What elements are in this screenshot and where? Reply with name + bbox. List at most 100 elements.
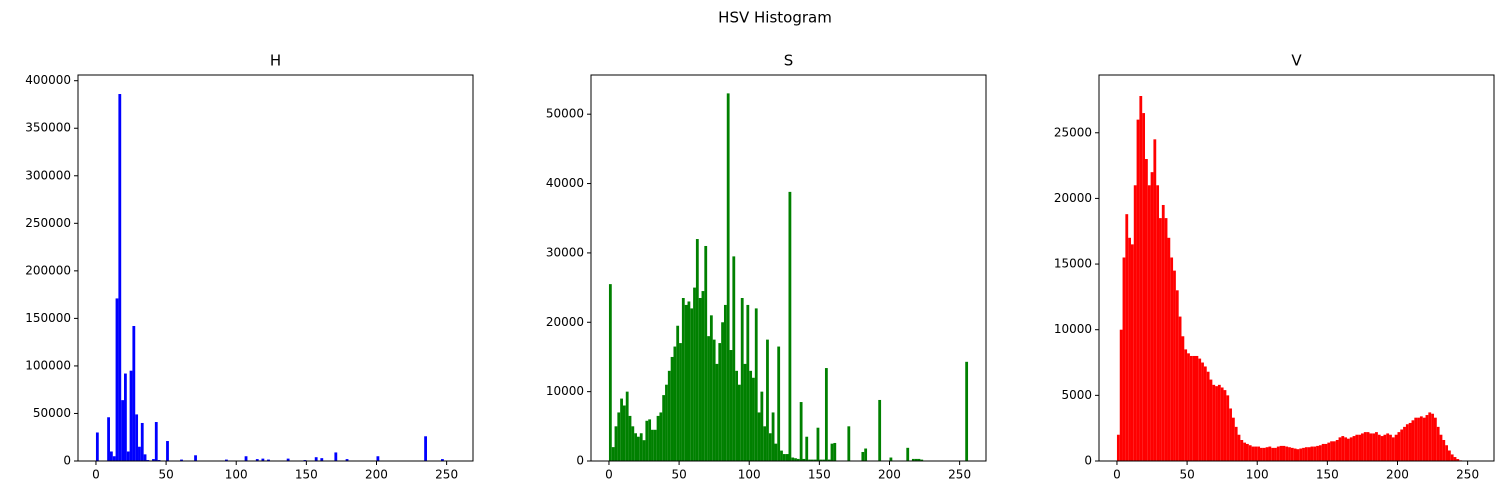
bar <box>1304 447 1308 461</box>
y-tick-label: 20000 <box>1054 191 1092 205</box>
bar <box>286 458 290 461</box>
bar <box>726 93 730 461</box>
axes-frame <box>590 74 987 462</box>
bar <box>763 426 767 461</box>
bar <box>118 94 122 462</box>
bar <box>704 245 708 461</box>
bar <box>816 427 820 461</box>
bar <box>115 298 119 461</box>
x-tick-label: 200 <box>365 468 388 482</box>
bar <box>676 325 680 461</box>
bar <box>721 322 724 461</box>
bar <box>777 346 781 461</box>
bar <box>822 459 825 461</box>
bar <box>95 432 99 461</box>
x-tick-label: 250 <box>435 468 458 482</box>
bar <box>121 400 125 461</box>
bar <box>1361 433 1364 461</box>
bar <box>1425 415 1429 461</box>
bar <box>1175 290 1179 461</box>
y-tick-label: 200000 <box>25 263 71 277</box>
bar <box>723 304 727 461</box>
bar <box>180 459 183 461</box>
subplot: V 0 50 100 150 200 250 0 5000 10000 15000 20000 2500… <box>1054 52 1495 482</box>
x-tick-label: 150 <box>808 468 831 482</box>
bar <box>878 399 882 461</box>
bar <box>1332 441 1336 461</box>
bar <box>1349 437 1353 461</box>
bar <box>124 373 127 461</box>
bar <box>143 454 147 461</box>
bar <box>906 447 910 461</box>
bar <box>1386 433 1390 461</box>
bar <box>718 343 722 461</box>
bar <box>140 422 144 461</box>
x-tick-label: 200 <box>1386 468 1409 482</box>
bar <box>107 417 110 461</box>
bar <box>1417 417 1420 461</box>
x-tick-label: 100 <box>738 468 761 482</box>
bar <box>1139 96 1143 461</box>
bar <box>1389 434 1392 461</box>
x-tick-label: 50 <box>158 468 173 482</box>
bar <box>1391 437 1395 461</box>
y-tick-label: 25000 <box>1054 125 1092 139</box>
bar <box>135 414 139 461</box>
bar <box>1240 439 1244 461</box>
bar <box>1187 353 1190 461</box>
bar <box>620 398 623 461</box>
bar <box>813 459 817 461</box>
x-tick-label: 0 <box>1113 468 1121 482</box>
subplot-title: S <box>784 52 794 70</box>
x-tick-label: 100 <box>1246 468 1269 482</box>
subplot-title: V <box>1291 52 1302 70</box>
bar <box>255 459 259 461</box>
bar <box>608 284 612 461</box>
bar <box>1431 413 1434 461</box>
y-tick-label: 250000 <box>25 216 71 230</box>
bar <box>1254 446 1258 461</box>
bar <box>1338 437 1342 461</box>
bar <box>225 459 228 461</box>
bar <box>1220 387 1224 461</box>
bar <box>707 336 710 461</box>
bar <box>735 370 739 461</box>
bar <box>701 291 705 461</box>
bar <box>1445 445 1448 461</box>
bar <box>126 451 130 461</box>
bar <box>1203 366 1207 461</box>
bar <box>1201 362 1204 461</box>
bar <box>1195 355 1199 461</box>
bar <box>1372 433 1376 461</box>
bar <box>752 377 755 461</box>
bar <box>659 412 663 461</box>
bar <box>320 458 324 461</box>
bar <box>1352 436 1356 461</box>
bar <box>1257 446 1261 461</box>
bar <box>732 256 736 461</box>
x-tick-label: 150 <box>1316 468 1339 482</box>
bar <box>132 325 136 461</box>
y-tick-label: 150000 <box>25 311 71 325</box>
bar <box>1341 436 1345 461</box>
bar <box>1316 445 1319 461</box>
bar <box>766 339 769 461</box>
bar <box>774 443 778 461</box>
y-tick-label: 40000 <box>546 176 584 190</box>
bar <box>1380 436 1384 461</box>
bar <box>830 443 834 461</box>
y-tick-label: 0 <box>576 454 584 468</box>
bar <box>1159 218 1162 461</box>
bar <box>1330 441 1333 461</box>
bar <box>760 391 764 461</box>
bar <box>645 420 649 461</box>
bar <box>651 429 654 461</box>
bar <box>1299 448 1303 461</box>
bar <box>827 459 831 461</box>
bar <box>1321 443 1325 461</box>
y-tick-label: 0 <box>1084 454 1092 468</box>
y-tick-label: 10000 <box>1054 322 1092 336</box>
bar <box>695 239 699 461</box>
bar <box>796 458 800 461</box>
bar <box>1243 442 1247 461</box>
